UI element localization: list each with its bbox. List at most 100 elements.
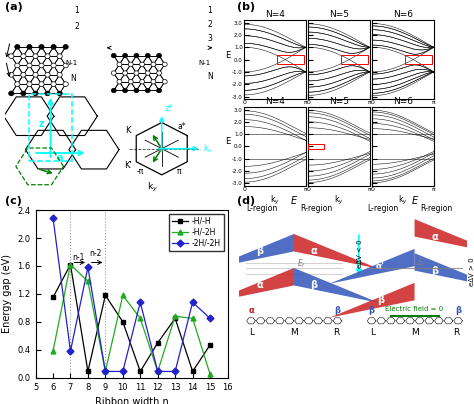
X-axis label: k$_y$: k$_y$ [270,194,280,207]
Text: E: E [291,196,297,206]
X-axis label: k$_y$: k$_y$ [334,194,344,207]
Circle shape [134,71,139,75]
Title: N=6: N=6 [393,97,413,106]
Polygon shape [329,283,415,318]
Text: N: N [208,72,213,82]
Y-axis label: E: E [225,50,230,60]
Text: 3: 3 [208,34,212,43]
Circle shape [57,91,62,96]
Circle shape [21,91,26,96]
Title: N=4: N=4 [265,97,285,106]
-H/-2H [173,314,178,319]
Circle shape [27,63,32,68]
Text: k$_x$: k$_x$ [203,143,213,155]
Circle shape [45,72,50,77]
-H/-2H [190,316,195,321]
Text: 1: 1 [208,6,212,15]
Line: -H/-2H: -H/-2H [51,262,212,377]
-H/-2H [85,279,91,284]
Text: β: β [335,307,340,316]
Text: R: R [333,328,339,337]
-H/-2H [120,293,126,298]
Text: n-1: n-1 [72,253,84,262]
Circle shape [134,53,139,58]
Circle shape [9,54,14,59]
Text: R-region: R-region [420,204,453,213]
Circle shape [21,72,26,77]
Circle shape [111,53,116,58]
-H/-2H [155,369,161,374]
Circle shape [162,80,167,84]
-H/-H [190,369,195,374]
Polygon shape [294,268,379,303]
Text: M: M [290,328,298,337]
Title: N=5: N=5 [329,11,349,19]
-2H/-2H [207,316,213,321]
Circle shape [140,80,145,84]
X-axis label: k$_x$: k$_x$ [334,107,344,119]
-H/-2H [50,349,56,354]
Circle shape [39,82,44,86]
-H/-H [68,262,73,267]
Text: K': K' [124,160,132,170]
-2H/-2H [137,300,143,305]
Bar [405,55,432,64]
Circle shape [63,82,68,86]
Circle shape [151,80,156,84]
Text: $E_f$: $E_f$ [417,257,426,269]
Circle shape [111,71,116,75]
Circle shape [156,53,162,58]
Circle shape [45,91,50,96]
Circle shape [151,62,156,67]
-2H/-2H [102,369,108,374]
Bar [308,144,324,149]
Bar [29,94,72,161]
Text: L: L [370,328,375,337]
Circle shape [63,63,68,68]
Text: (b): (b) [237,2,255,12]
Text: R-region: R-region [300,204,332,213]
Y-axis label: Energy gap (eV): Energy gap (eV) [2,255,12,333]
Text: α': α' [376,262,385,271]
-H/-H [50,295,56,300]
Circle shape [57,54,62,59]
X-axis label: k$_x$: k$_x$ [270,107,280,119]
Legend: -H/-H, -H/-2H, -2H/-2H: -H/-H, -H/-2H, -2H/-2H [169,214,224,251]
Text: -π: -π [137,166,144,176]
-2H/-2H [120,369,126,374]
Text: β: β [377,295,384,305]
X-axis label: k$_y$: k$_y$ [398,194,408,207]
Title: N=6: N=6 [393,11,413,19]
Bar [277,55,304,64]
Circle shape [33,91,38,96]
Text: k$_y$: k$_y$ [147,181,159,194]
Y-axis label: E: E [225,137,230,146]
-H/-H [120,320,126,324]
-H/-H [102,293,108,298]
Circle shape [39,63,44,68]
Circle shape [134,88,139,93]
Text: z*: z* [165,105,173,114]
-H/-H [207,343,213,347]
Text: M: M [410,328,419,337]
Polygon shape [294,234,379,269]
Text: (c): (c) [5,196,22,206]
Text: eΔV > 0: eΔV > 0 [469,257,474,286]
-H/-2H [207,372,213,377]
Text: α: α [248,307,254,316]
Circle shape [128,80,133,84]
Text: n-2: n-2 [90,249,102,258]
Text: a*: a* [178,122,187,131]
Circle shape [145,88,150,93]
Text: E: E [411,196,418,206]
-2H/-2H [190,300,195,305]
Text: z: z [38,119,44,129]
Text: L-region: L-region [246,204,278,213]
Circle shape [128,62,133,67]
Text: R: R [454,328,460,337]
Text: $E_f$: $E_f$ [297,258,306,270]
Circle shape [33,72,38,77]
Text: N-1: N-1 [66,60,78,66]
-H/-H [85,369,91,374]
Circle shape [123,88,128,93]
